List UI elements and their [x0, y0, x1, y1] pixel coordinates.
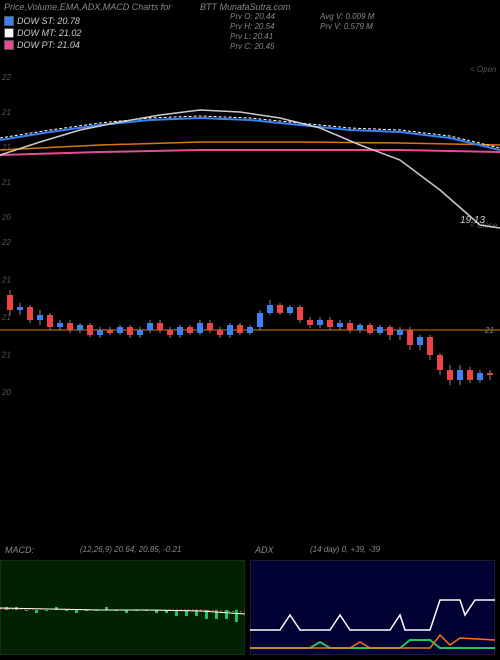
- chart-header: Price,Volume,EMA,ADX,MACD Charts for BTT…: [0, 0, 500, 50]
- macd-chart: [0, 560, 245, 655]
- adx-label: ADX: [255, 545, 274, 555]
- svg-text:21: 21: [484, 326, 494, 335]
- svg-text:21: 21: [1, 276, 11, 285]
- svg-text:22: 22: [1, 73, 11, 82]
- svg-text:22: 22: [1, 238, 11, 247]
- adx-params: (14 day) 0, +39, -39: [310, 545, 380, 554]
- chart-title-right: BTT MunafaSutra.com: [200, 2, 291, 12]
- legend: DOW ST: 20.78DOW MT: 21.02DOW PT: 21.04: [4, 15, 81, 51]
- last-price-label: 19.13: [460, 215, 485, 226]
- ohlc-info: Prv O: 20.44Prv H: 20.54Prv L: 20.41Prv …: [230, 12, 275, 52]
- svg-text:21: 21: [1, 351, 11, 360]
- svg-text:20: 20: [1, 388, 11, 397]
- candlestick-chart: 22 21 21 21 20 21: [0, 235, 500, 405]
- macd-label: MACD:: [5, 545, 34, 555]
- svg-text:< Open: < Open: [470, 65, 497, 74]
- macd-params: (12,26,9) 20.64, 20.85, -0.21: [80, 545, 181, 554]
- svg-text:20: 20: [1, 213, 11, 222]
- svg-text:21: 21: [1, 143, 11, 152]
- adx-chart: [250, 560, 495, 655]
- svg-text:21: 21: [1, 313, 11, 322]
- volume-info: Avg V: 0.009 MPrv V: 0.579 M: [320, 12, 374, 32]
- ema-line-chart: 2221212120< Open< Close: [0, 60, 500, 230]
- svg-text:21: 21: [1, 108, 11, 117]
- svg-text:21: 21: [1, 178, 11, 187]
- chart-title-left: Price,Volume,EMA,ADX,MACD Charts for: [4, 2, 171, 12]
